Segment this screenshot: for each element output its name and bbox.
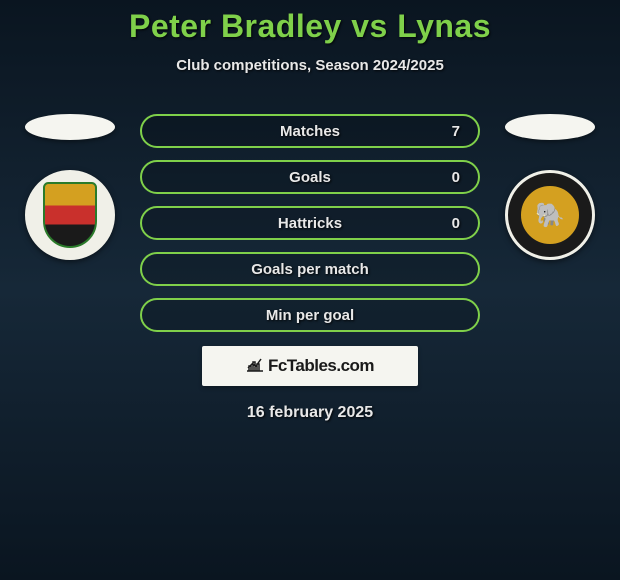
stat-label: Goals per match [251, 261, 369, 278]
right-player-column: 🐘 [500, 114, 600, 260]
main-row: Matches 7 Goals 0 Hattricks 0 Goals per … [0, 114, 620, 332]
stat-label: Matches [280, 123, 340, 140]
left-player-column [20, 114, 120, 260]
stat-bar-goals: Goals 0 [140, 160, 480, 194]
stat-label: Min per goal [266, 307, 354, 324]
elephant-icon: 🐘 [535, 201, 565, 230]
left-club-badge [25, 170, 115, 260]
right-club-badge: 🐘 [505, 170, 595, 260]
stat-value-right: 7 [452, 123, 460, 140]
page-title: Peter Bradley vs Lynas [129, 8, 491, 45]
right-club-round-icon: 🐘 [518, 183, 582, 247]
stat-bar-hattricks: Hattricks 0 [140, 206, 480, 240]
stat-label: Goals [289, 169, 331, 186]
footer-date: 16 february 2025 [247, 404, 373, 422]
stat-value-right: 0 [452, 169, 460, 186]
stats-column: Matches 7 Goals 0 Hattricks 0 Goals per … [140, 114, 480, 332]
page-subtitle: Club competitions, Season 2024/2025 [176, 57, 444, 74]
comparison-container: Peter Bradley vs Lynas Club competitions… [0, 0, 620, 422]
stat-label: Hattricks [278, 215, 342, 232]
left-club-shield-icon [43, 182, 97, 248]
right-player-name-ellipse [505, 114, 595, 140]
stat-bar-goals-per-match: Goals per match [140, 252, 480, 286]
left-player-name-ellipse [25, 114, 115, 140]
stat-value-right: 0 [452, 215, 460, 232]
branding-box[interactable]: FcTables.com [202, 346, 418, 386]
bar-chart-icon [246, 356, 264, 377]
stat-bar-min-per-goal: Min per goal [140, 298, 480, 332]
branding-text: FcTables.com [268, 356, 374, 376]
stat-bar-matches: Matches 7 [140, 114, 480, 148]
